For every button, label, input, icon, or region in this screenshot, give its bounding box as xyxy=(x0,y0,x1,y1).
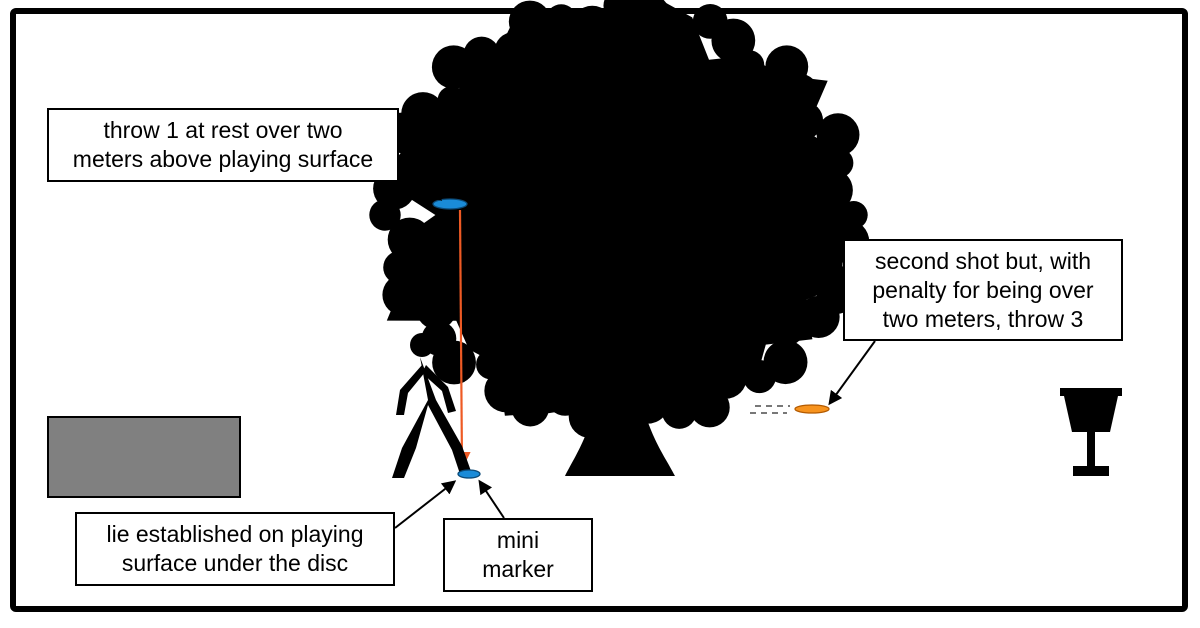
label-text: second shot but, withpenalty for being o… xyxy=(872,248,1093,332)
disc-golf-basket-icon xyxy=(1060,388,1122,476)
diagram-frame: throw 1 at rest over twometers above pla… xyxy=(0,0,1200,628)
label-disc-in-tree: throw 1 at rest over twometers above pla… xyxy=(47,108,399,182)
label-mini-marker: mini marker xyxy=(443,518,593,592)
label-text: mini marker xyxy=(482,527,554,582)
tree-silhouette xyxy=(369,0,869,476)
label-text: throw 1 at rest over twometers above pla… xyxy=(73,117,373,172)
thrown-disc xyxy=(795,405,829,413)
label-penalty: second shot but, withpenalty for being o… xyxy=(843,239,1123,341)
mini-marker-disc xyxy=(458,470,480,478)
callout-arrow xyxy=(830,341,875,403)
gray-box xyxy=(47,416,241,498)
disc-in-tree xyxy=(433,199,467,209)
label-text: lie established on playingsurface under … xyxy=(106,521,363,576)
callout-arrow xyxy=(480,482,504,518)
label-lie-established: lie established on playingsurface under … xyxy=(75,512,395,586)
